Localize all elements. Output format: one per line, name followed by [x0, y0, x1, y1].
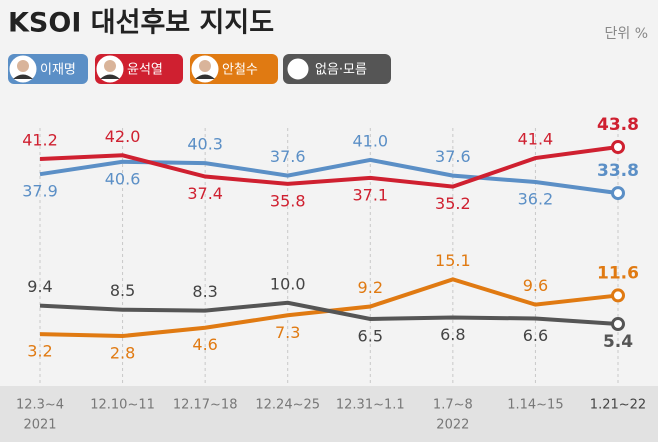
end-marker: [611, 186, 625, 201]
data-label: 42.0: [105, 127, 141, 146]
legend-box-inner: [313, 56, 389, 82]
legend-photo-face: [17, 60, 29, 72]
data-label: 41.0: [352, 131, 388, 150]
legend-photo-body: [195, 74, 215, 79]
data-label: 36.2: [518, 190, 554, 209]
x-tick-label: 12.31~1.1: [336, 398, 405, 413]
year-label: 2022: [436, 418, 469, 433]
data-label: 6.5: [358, 326, 383, 345]
legend-photo-body: [13, 74, 33, 79]
data-label: 5.4: [603, 332, 633, 352]
x-tick-label: 12.10~11: [90, 398, 155, 413]
legend-photo-body: [100, 74, 120, 79]
data-label: 41.4: [518, 130, 554, 149]
end-marker: [611, 317, 625, 332]
data-label: 40.6: [105, 169, 141, 188]
year-label: 2021: [23, 418, 56, 433]
data-label: 8.3: [192, 282, 217, 301]
data-label: 43.8: [597, 115, 639, 135]
chart-title: KSOI 대선후보 지지도: [8, 8, 274, 39]
legend-label: 안철수: [222, 63, 258, 78]
legend-label: 윤석열: [127, 63, 163, 78]
data-label: 37.6: [270, 147, 306, 166]
x-tick-label: 12.17~18: [173, 398, 238, 413]
legend-photo-face: [199, 60, 211, 72]
data-label: 37.9: [22, 182, 58, 201]
data-label: 9.4: [27, 277, 52, 296]
data-label: 37.4: [187, 184, 223, 203]
series-line: [39, 145, 619, 189]
data-label: 11.6: [597, 263, 639, 283]
x-tick-label: 1.14~15: [507, 398, 563, 413]
data-label: 9.6: [523, 276, 548, 295]
data-label: 2.8: [110, 344, 135, 363]
data-label: 6.8: [440, 325, 465, 344]
category-band: [0, 386, 658, 442]
data-label: 10.0: [270, 274, 306, 293]
legend-icon: [284, 55, 312, 83]
data-label: 8.5: [110, 281, 135, 300]
series-line: [39, 157, 619, 196]
x-tick-label: 1.7~8: [433, 398, 473, 413]
series-line: [39, 300, 619, 327]
data-label: 7.3: [275, 323, 300, 342]
unit-label: 단위 %: [604, 26, 648, 42]
x-tick-label: 12.24~25: [255, 398, 320, 413]
end-marker: [611, 288, 625, 303]
data-label: 35.2: [435, 194, 471, 213]
data-label: 40.3: [187, 135, 223, 154]
legend-label: 없음·모름: [315, 63, 367, 78]
data-label: 6.6: [523, 326, 548, 345]
legend-label: 이재명: [40, 63, 76, 78]
data-label: 41.2: [22, 130, 58, 149]
data-label: 35.8: [270, 191, 306, 210]
data-label: 33.8: [597, 161, 639, 181]
x-tick-label: 12.3~4: [16, 398, 64, 413]
data-label: 37.1: [352, 185, 388, 204]
legend: 이재명 윤석열 안철수 없음·모름: [8, 54, 391, 84]
legend-photo-face: [104, 60, 116, 72]
data-label: 3.2: [27, 342, 52, 361]
data-label: 37.6: [435, 147, 471, 166]
x-tick-label: 1.21~22: [590, 398, 646, 413]
end-marker: [611, 140, 625, 154]
data-label: 9.2: [358, 278, 383, 297]
data-label: 4.6: [192, 335, 217, 354]
data-label: 15.1: [435, 251, 471, 270]
